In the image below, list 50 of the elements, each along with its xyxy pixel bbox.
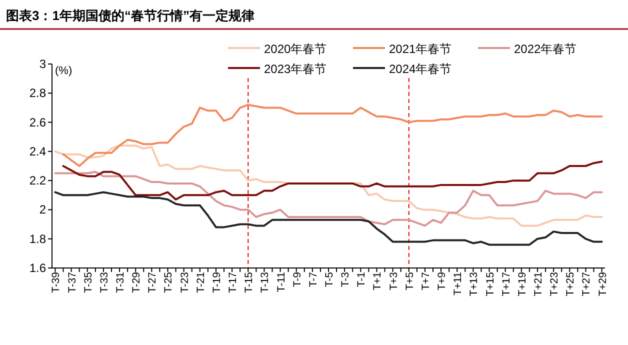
chart-title: 图表3：1年期国债的“春节行情”有一定规律 [6,8,254,23]
x-tick-label: T-3 [340,272,352,288]
x-tick-label: T+21 [532,272,544,296]
x-tick-label: T-29 [130,272,143,294]
x-tick-label: T-39 [50,272,62,294]
x-tick-label: T-23 [178,272,191,294]
x-tick-label: T-37 [66,272,78,294]
y-tick-label: 2.8 [29,86,46,100]
x-tick-label: T-11 [275,272,288,292]
x-tick-label: T-17 [227,272,240,294]
y-tick-label: 2 [39,202,46,217]
x-tick-label: T-1 [356,272,368,288]
x-tick-label: T+13 [468,272,480,296]
x-tick-label: T-31 [114,272,127,294]
x-tick-label: T-21 [194,272,207,294]
x-tick-label: T-9 [291,272,304,288]
x-tick-label: T+7 [420,272,432,290]
x-tick-label: T-15 [243,272,256,294]
x-tick-label: T-5 [324,272,336,288]
legend-label: 2024年春节 [389,62,452,76]
x-tick-label: T-35 [82,272,94,294]
x-tick-label: T-27 [146,272,159,294]
x-tick-label: T-19 [210,272,223,294]
x-tick-label: T-7 [307,272,320,288]
legend-label: 2023年春节 [264,62,327,76]
x-tick-label: T-25 [162,272,175,294]
x-tick-label: T+19 [516,272,528,296]
legend-label: 2020年春节 [264,42,327,56]
y-tick-label: 2.6 [29,115,46,130]
x-tick-label: T-13 [259,272,272,294]
y-tick-label: 2.2 [29,174,46,188]
x-tick-label: T+27 [580,272,593,296]
x-tick-label: T+9 [436,272,448,290]
x-tick-label: T+17 [500,272,512,296]
x-tick-label: T+1 [372,272,384,290]
x-tick-label: T+25 [564,272,577,296]
x-tick-label: T-33 [98,272,110,294]
y-tick-label: 2.4 [29,144,46,158]
y-axis-title: (%) [55,65,72,77]
y-tick-label: 1.6 [29,261,46,275]
x-tick-label: T+23 [548,272,561,296]
y-tick-label: 3 [39,57,46,71]
x-tick-label: T+3 [388,272,400,290]
x-tick-label: T+5 [404,272,416,290]
x-tick-label: T+15 [484,272,496,296]
y-tick-label: 1.8 [29,232,46,246]
x-tick-label: T+29 [596,272,609,296]
legend-label: 2022年春节 [514,42,577,56]
legend-label: 2021年春节 [389,42,452,56]
x-tick-label: T+11 [452,272,464,296]
